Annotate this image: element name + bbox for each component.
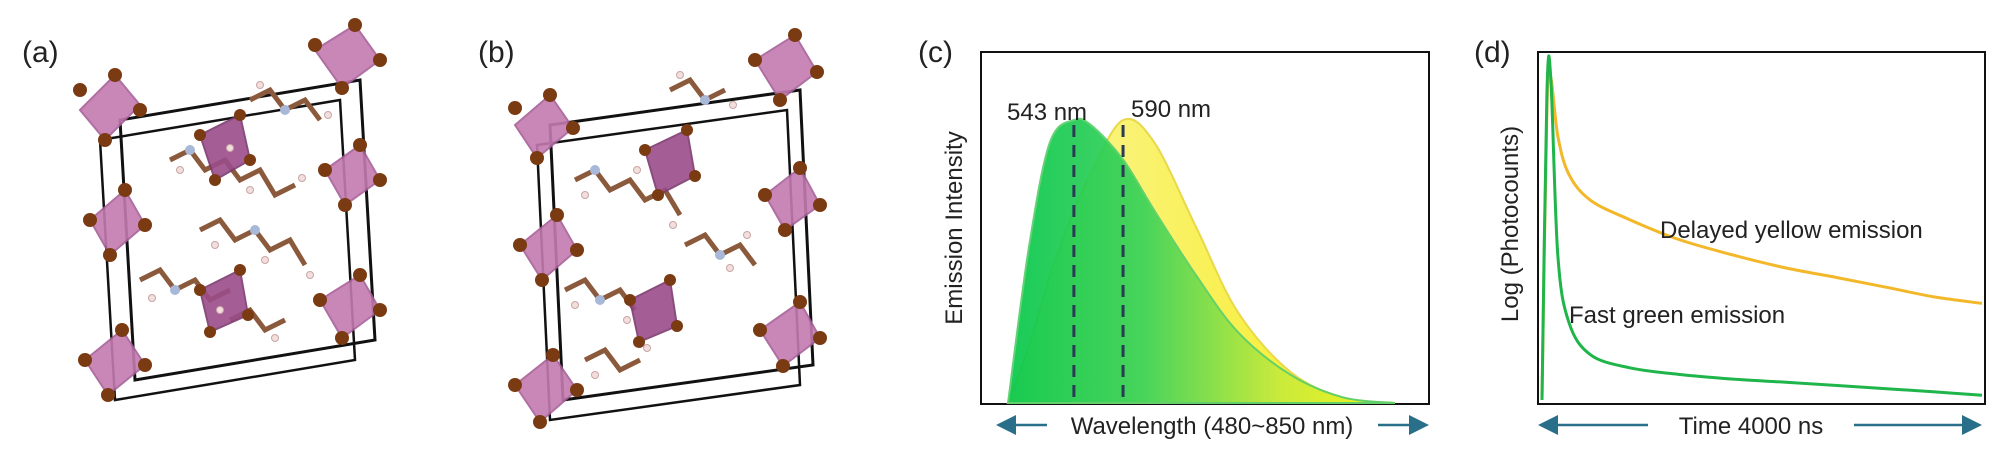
peak-590-label: 590 nm bbox=[1131, 96, 1211, 123]
fast-green-emission-label: Fast green emission bbox=[1569, 302, 1785, 329]
y-axis-title-d: Log (Photocounts) bbox=[1497, 126, 1524, 322]
panel-c-label: (c) bbox=[918, 36, 953, 69]
y-axis-title-c: Emission Intensity bbox=[941, 131, 968, 324]
panel-a-label: (a) bbox=[22, 36, 59, 69]
fast-green-emission-line bbox=[1540, 54, 1983, 401]
delayed-yellow-emission-label: Delayed yellow emission bbox=[1660, 217, 1923, 244]
peak-543-label: 543 nm bbox=[1007, 99, 1087, 126]
x-axis-title-d: Time 4000 ns bbox=[1679, 413, 1824, 440]
panel-d-label: (d) bbox=[1474, 36, 1511, 69]
emission-spectrum-chart: 543 nm 590 nm Emission Intensity Wavelen… bbox=[941, 51, 1430, 440]
plot-frame-d bbox=[1537, 51, 1986, 405]
green-emission-area bbox=[1006, 117, 1396, 404]
panel-b-label: (b) bbox=[478, 36, 515, 69]
crystal-structure-b bbox=[508, 28, 827, 429]
decay-curves-chart: Delayed yellow emission Fast green emiss… bbox=[1497, 51, 1986, 440]
x-axis-title-c: Wavelength (480~850 nm) bbox=[1071, 413, 1354, 440]
crystal-structure-a bbox=[73, 18, 387, 402]
